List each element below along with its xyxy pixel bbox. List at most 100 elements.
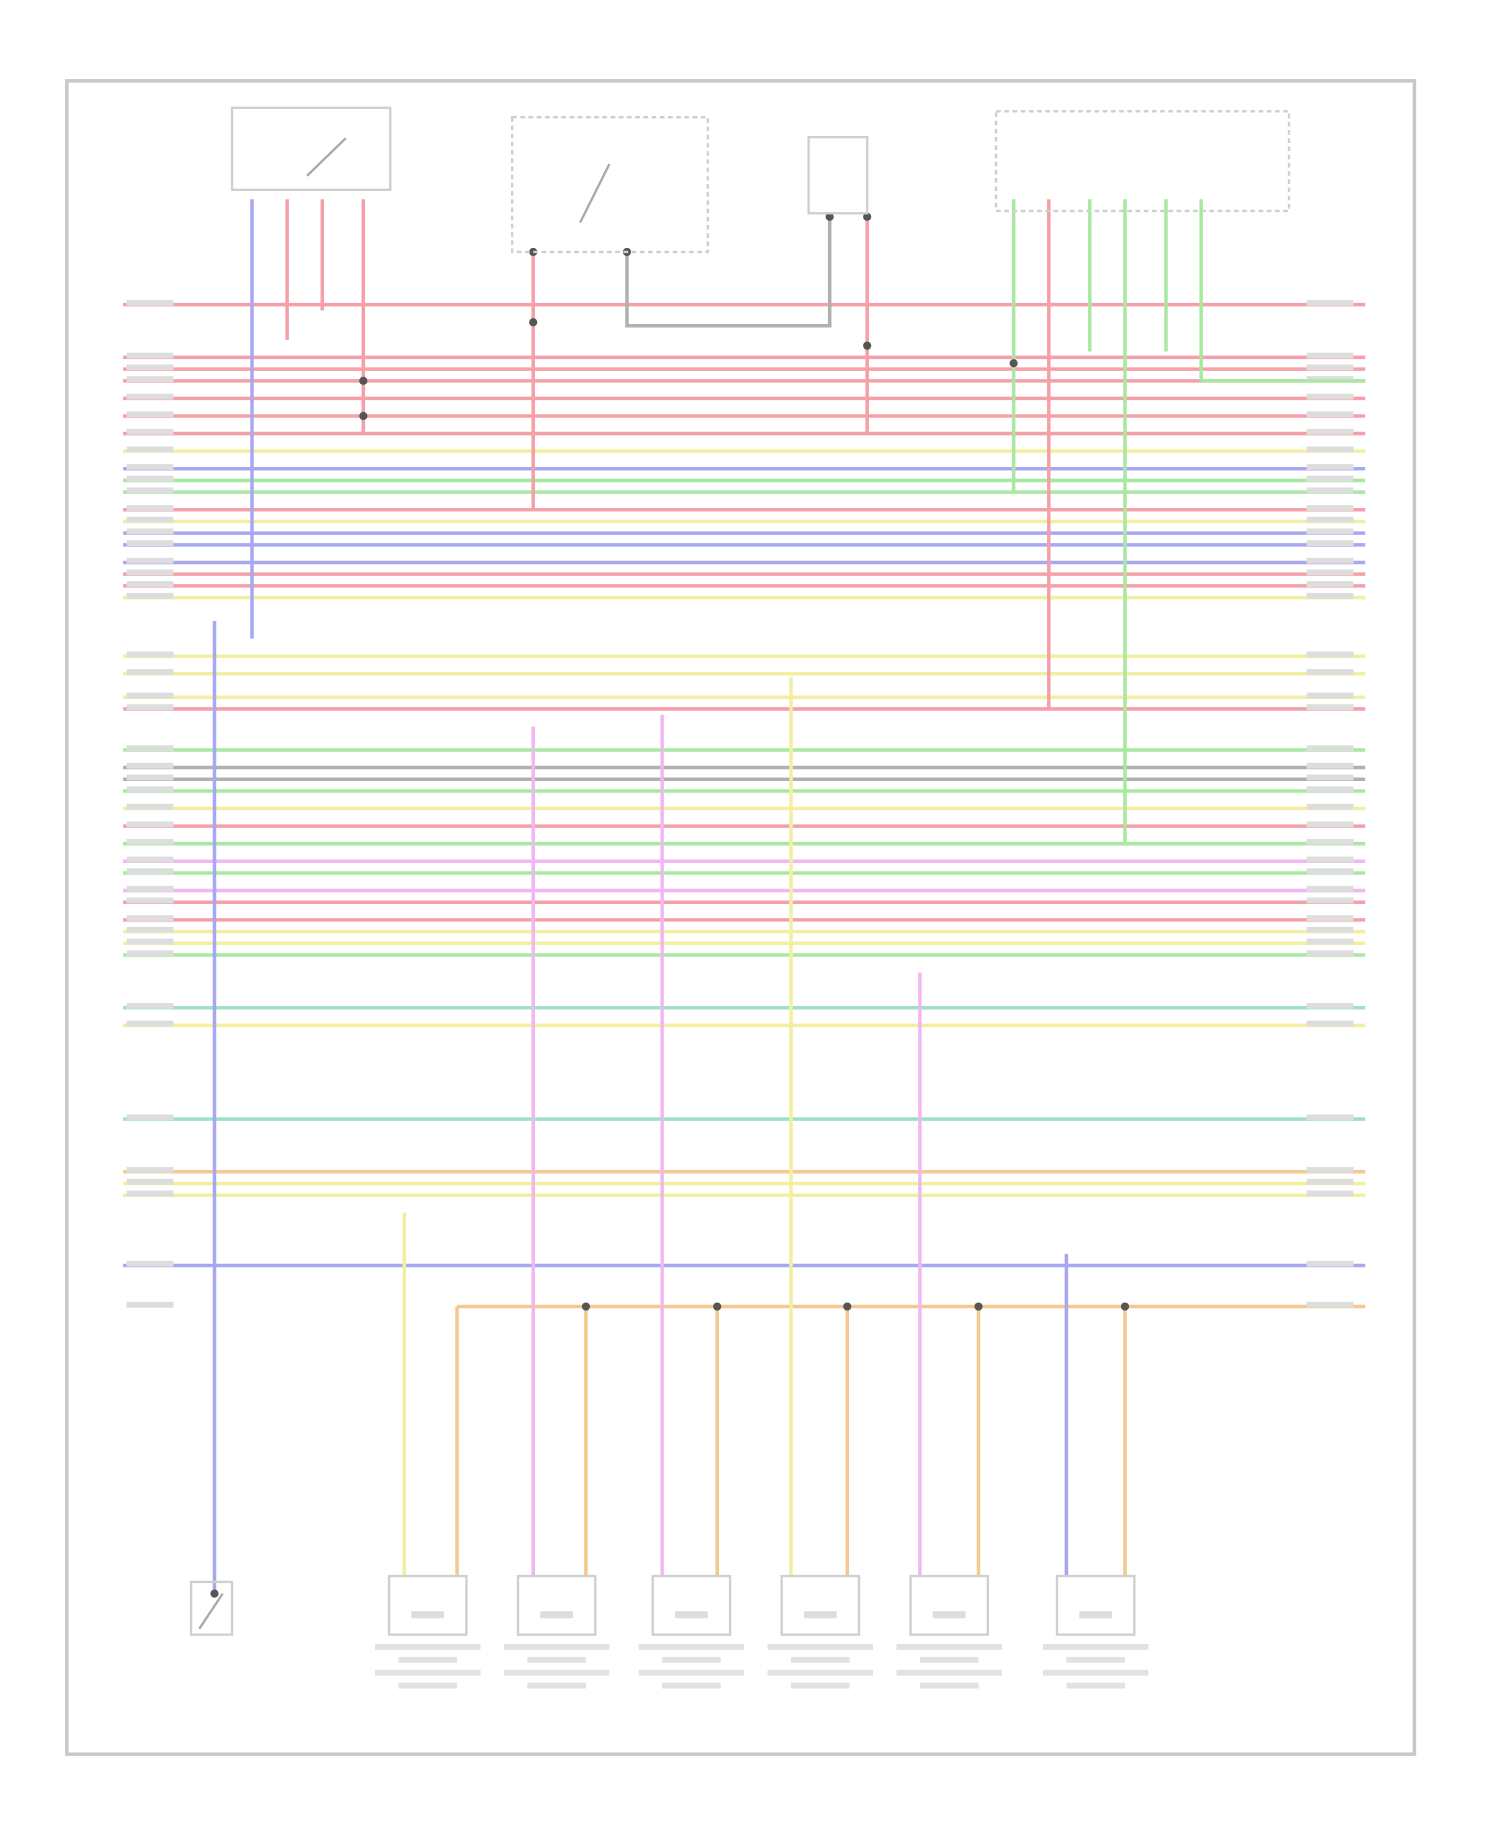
wire-label (1306, 885, 1354, 892)
wire-label (126, 1114, 174, 1121)
actuator-label (1042, 1644, 1149, 1650)
wire-label (1306, 651, 1354, 658)
wire-label (1306, 774, 1354, 781)
wire-label (1306, 475, 1354, 482)
wire-label (126, 569, 174, 576)
splice-dot (1120, 1302, 1130, 1311)
wire-label (126, 464, 174, 470)
actuator-label (662, 1656, 721, 1663)
wire-label (126, 926, 174, 933)
actuator-label (767, 1644, 874, 1650)
wire-label (1306, 487, 1354, 494)
wire-label (1306, 540, 1354, 547)
wire-label (126, 505, 174, 511)
wire-label (1306, 1114, 1354, 1121)
actuator-label (375, 1644, 481, 1650)
wire-label (1306, 915, 1354, 922)
wire-label (1306, 1167, 1354, 1173)
splice-dot (863, 212, 872, 221)
wire-label (126, 868, 174, 875)
wire-label (126, 839, 174, 845)
wire-label (126, 376, 174, 383)
wire-label (126, 897, 174, 904)
splice-dot (1009, 359, 1018, 368)
wire-label (1306, 569, 1354, 576)
actuator-label (1042, 1669, 1149, 1676)
actuator-label (398, 1682, 458, 1689)
module-icon (994, 110, 1291, 213)
actuator-label (638, 1644, 745, 1650)
wire-label (126, 856, 174, 863)
wire-label (126, 487, 174, 494)
diagram-frame (65, 79, 1417, 1756)
switch-icon (230, 106, 392, 192)
wire-label (126, 885, 174, 892)
wire-label (126, 1190, 174, 1197)
wire-label (1306, 393, 1354, 400)
actuator-label (896, 1644, 1002, 1650)
actuator-icon (516, 1574, 597, 1636)
wire-label (1306, 528, 1354, 535)
wire-label (126, 1301, 174, 1308)
splice-dot (581, 1302, 591, 1311)
actuator-icon (651, 1574, 732, 1636)
actuator-label (1066, 1656, 1125, 1663)
actuator-label (540, 1611, 574, 1619)
actuator-label (1066, 1682, 1125, 1689)
actuator-label (919, 1682, 979, 1689)
wire-label (126, 745, 174, 752)
wire-label (1306, 1260, 1354, 1267)
wire-label (1306, 557, 1354, 564)
splice-dot (825, 212, 834, 221)
wire-label (126, 411, 174, 418)
wire-label (126, 528, 174, 535)
splice-dot (529, 247, 538, 257)
wire-label (126, 915, 174, 922)
wire-label (1306, 299, 1354, 306)
wire-label (1306, 950, 1354, 957)
wire-label (126, 803, 174, 810)
wire-label (1306, 1003, 1354, 1009)
actuator-label (803, 1611, 837, 1619)
actuator-icon (909, 1574, 990, 1636)
switch-icon (189, 1580, 234, 1636)
wire-label (126, 364, 174, 371)
wire-label (126, 1167, 174, 1173)
wire-label (126, 1020, 174, 1027)
actuator-label (896, 1669, 1002, 1676)
wire-label (1306, 839, 1354, 845)
actuator-label (767, 1669, 874, 1676)
wire-label (1306, 897, 1354, 904)
wire-label (126, 938, 174, 945)
wire-label (1306, 669, 1354, 675)
actuator-label (527, 1682, 586, 1689)
actuator-icon (1055, 1574, 1136, 1636)
wire-label (1306, 1178, 1354, 1185)
splice-dot (210, 1589, 219, 1598)
wire-vertical (625, 216, 832, 328)
wire-label (126, 786, 174, 793)
splice-dot (359, 376, 368, 385)
wire-label (1306, 762, 1354, 769)
wire-label (1306, 376, 1354, 383)
wire-label (1306, 411, 1354, 418)
actuator-label (919, 1656, 979, 1663)
splice-dot (843, 1302, 852, 1311)
wire-label (126, 821, 174, 828)
wire-label (1306, 692, 1354, 699)
actuator-label (638, 1669, 745, 1676)
wire-label (1306, 856, 1354, 863)
actuator-label (662, 1682, 721, 1689)
wire-label (126, 592, 174, 599)
wire-label (1306, 745, 1354, 752)
switch-icon (306, 137, 347, 177)
actuator-label (411, 1611, 445, 1619)
wire-label (1306, 464, 1354, 470)
wire-label (1306, 428, 1354, 435)
actuator-label (375, 1669, 481, 1676)
wire-label (1306, 581, 1354, 588)
actuator-label (1079, 1611, 1113, 1619)
wire-label (1306, 505, 1354, 511)
splice-dot (529, 318, 538, 327)
wire-label (126, 762, 174, 769)
